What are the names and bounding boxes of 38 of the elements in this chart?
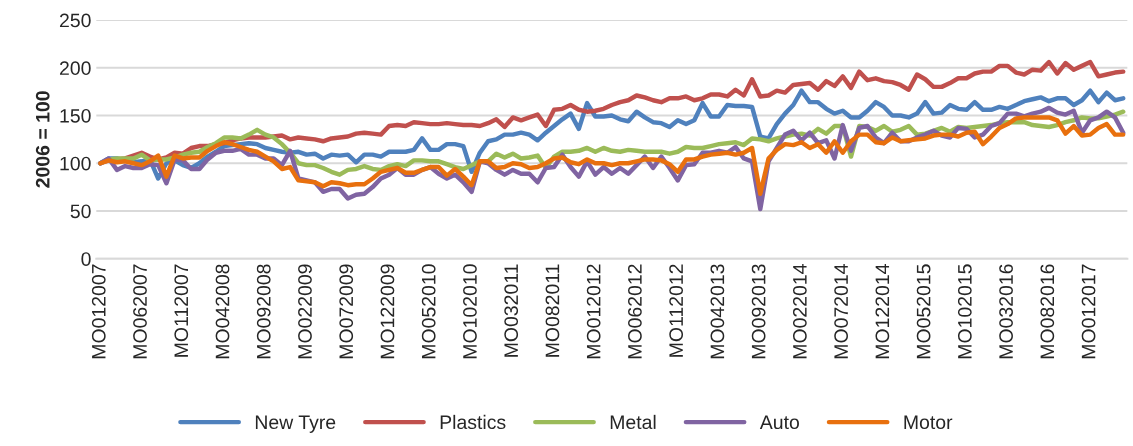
x-tick-label: MO082016 <box>1040 264 1055 359</box>
y-tick-label: 150 <box>60 108 91 123</box>
y-tick-label: 250 <box>59 13 91 28</box>
x-tick-label: MO042013 <box>710 264 725 359</box>
x-tick-label: MO082011 <box>545 264 560 357</box>
y-tick-label: 0 <box>81 252 91 266</box>
x-tick-label: MO012017 <box>1081 264 1096 359</box>
legend-label: Metal <box>610 414 656 430</box>
x-tick-label: MO052015 <box>916 264 931 359</box>
x-tick-label: MO102015 <box>957 264 972 359</box>
x-tick-label: MO022009 <box>298 264 312 359</box>
x-tick-label: MO112007 <box>174 264 189 357</box>
legend-label: New Tyre <box>255 415 336 433</box>
x-tick-label: MO012012 <box>586 264 601 359</box>
legend-label: Plastics <box>440 414 506 430</box>
y-tick-label: 100 <box>60 156 91 171</box>
y-tick-label: 50 <box>70 204 91 219</box>
legend-label: Auto <box>759 415 799 430</box>
x-tick-label: MO012007 <box>91 264 106 359</box>
x-tick-label: MO022014 <box>792 264 807 359</box>
x-tick-label: MO092013 <box>751 264 766 359</box>
x-tick-label: MO042008 <box>215 264 230 359</box>
x-tick-label: MO052010 <box>421 264 436 359</box>
line-series <box>98 115 1126 196</box>
legend-label: Motor <box>904 415 953 430</box>
x-tick-label: MO062012 <box>628 264 642 359</box>
x-tick-label: MO032011 <box>504 264 519 357</box>
x-tick-label: MO122009 <box>380 264 395 359</box>
x-tick-label: MO062007 <box>133 264 147 359</box>
x-tick-label: MO092008 <box>256 264 271 359</box>
x-tick-label: MO122014 <box>875 264 890 359</box>
x-tick-label: MO032016 <box>999 264 1013 359</box>
y-axis-title: 2006 = 100 <box>35 91 50 188</box>
x-tick-label: MO112012 <box>669 264 684 357</box>
x-tick-label: MO072014 <box>834 264 848 359</box>
y-tick-label: 200 <box>59 61 91 76</box>
x-tick-label: MO102010 <box>463 264 477 359</box>
x-tick-label: MO072009 <box>339 264 354 359</box>
